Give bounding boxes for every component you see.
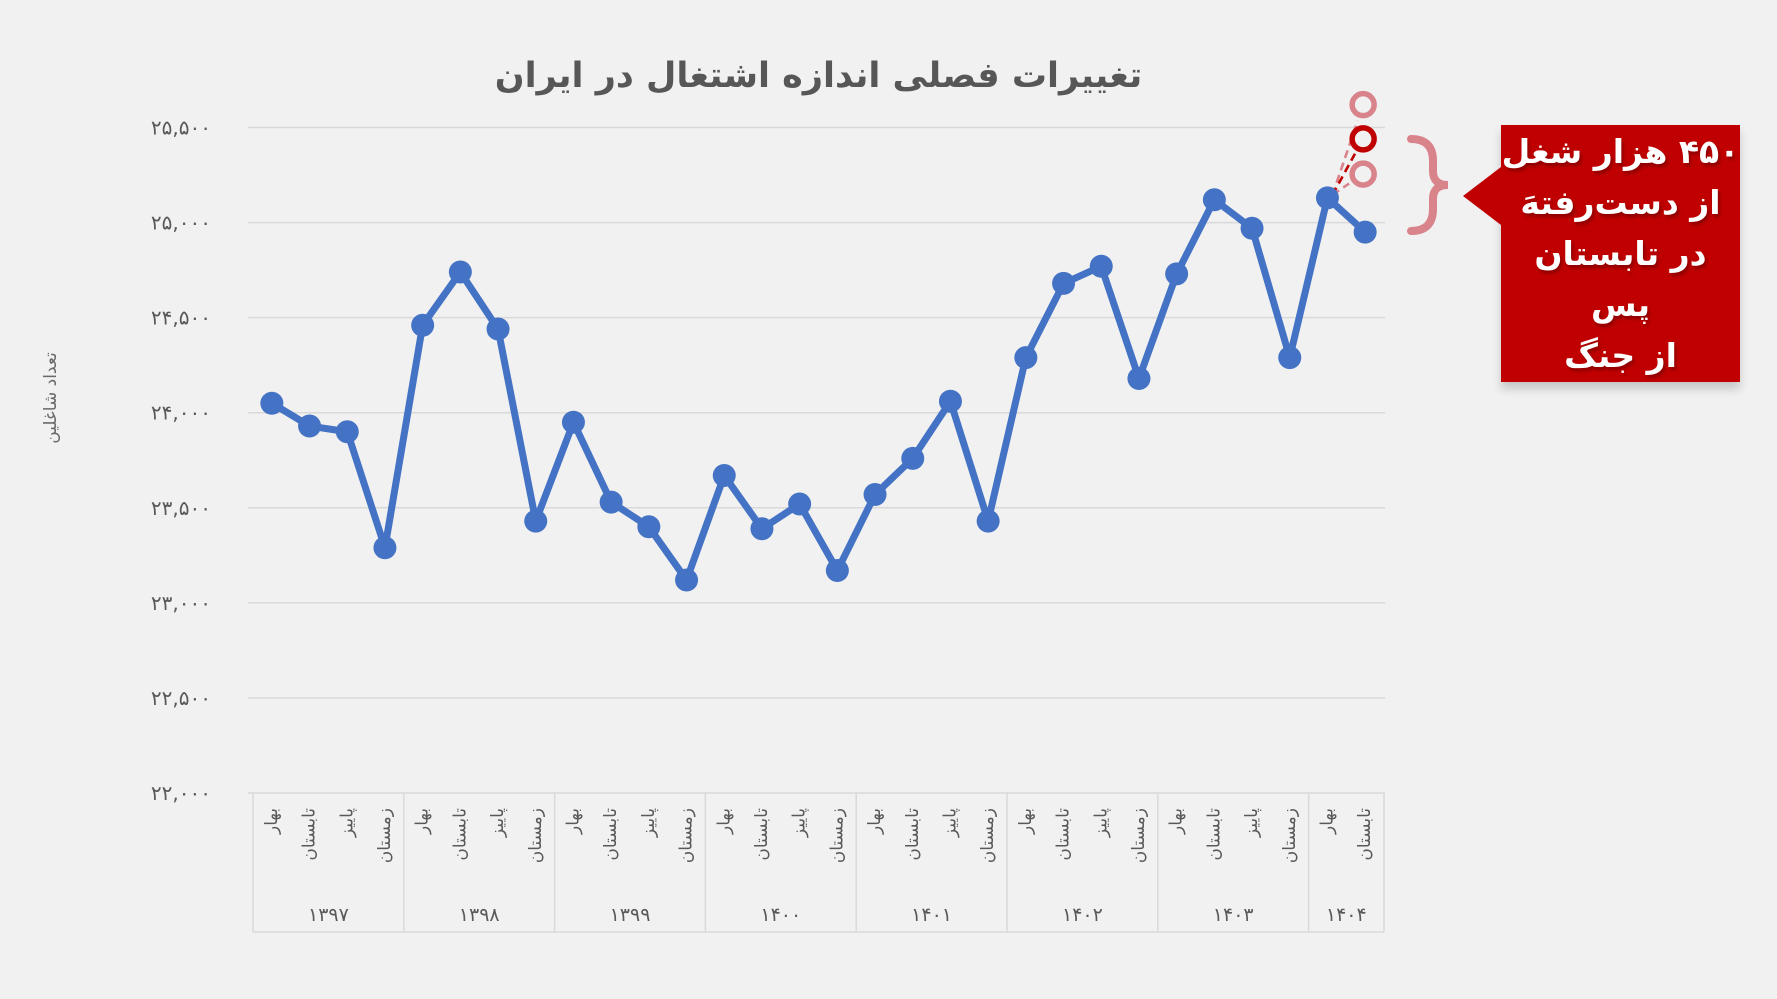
data-point-marker xyxy=(675,568,699,592)
callout-line-4: از جنگ xyxy=(1564,336,1677,376)
y-tick-label: ۲۵,۵۰۰ xyxy=(151,116,211,140)
data-point-marker xyxy=(976,509,1000,533)
x-tick-season-label: تابستان xyxy=(1355,808,1375,861)
callout-line-2: از دست‌رفتهَ xyxy=(1520,182,1721,222)
data-point-marker xyxy=(938,389,962,413)
data-point-marker xyxy=(750,517,774,541)
data-point-marker xyxy=(260,391,284,415)
y-tick-label: ۲۳,۰۰۰ xyxy=(151,591,211,615)
data-point-marker xyxy=(1089,254,1113,278)
data-point-marker xyxy=(1315,186,1339,210)
x-tick-season-label: پاییز xyxy=(337,808,357,838)
x-tick-season-label: زمستان xyxy=(526,808,546,863)
x-tick-season-label: تابستان xyxy=(450,808,470,861)
x-tick-season-label: زمستان xyxy=(375,808,395,863)
data-point-marker xyxy=(1202,188,1226,212)
data-point-marker xyxy=(1014,346,1038,370)
data-point-marker xyxy=(373,536,397,560)
x-tick-year-label: ۱۴۰۳ xyxy=(1213,904,1254,926)
data-point-marker xyxy=(524,509,548,533)
x-tick-season-label: بهار xyxy=(865,808,885,835)
projection-scenario-circle xyxy=(1349,90,1377,119)
data-point-marker xyxy=(1052,271,1076,295)
x-tick-season-label: زمستان xyxy=(1280,808,1300,863)
data-point-marker xyxy=(637,515,661,539)
x-tick-season-label: پاییز xyxy=(1091,808,1111,838)
projection-scenario-circle xyxy=(1349,160,1377,188)
data-point-marker xyxy=(599,490,623,514)
x-tick-year-label: ۱۳۹۷ xyxy=(308,904,349,926)
x-tick-season-label: پاییز xyxy=(639,808,659,838)
data-point-marker xyxy=(712,463,736,487)
x-tick-season-label: تابستان xyxy=(903,808,923,861)
projection-dashed-line xyxy=(1331,153,1357,196)
callout-box: ۴۵۰ هزار شغل از دست‌رفتهَ در تابستان پس … xyxy=(1463,125,1740,382)
y-tick-label: ۲۵,۰۰۰ xyxy=(151,211,211,235)
x-tick-season-label: بهار xyxy=(1016,808,1036,835)
x-tick-season-label: تابستان xyxy=(1054,808,1074,861)
data-point-marker xyxy=(448,260,472,284)
data-point-marker xyxy=(901,446,925,470)
x-tick-season-label: تابستان xyxy=(300,808,320,861)
data-point-marker xyxy=(298,414,322,438)
data-point-marker xyxy=(788,492,812,516)
x-tick-year-label: ۱۴۰۲ xyxy=(1062,904,1103,926)
y-tick-label: ۲۲,۵۰۰ xyxy=(151,686,211,710)
y-tick-label: ۲۲,۰۰۰ xyxy=(151,781,211,805)
data-point-marker xyxy=(411,313,435,337)
callout-arrow-left-icon xyxy=(1463,167,1501,225)
x-tick-year-label: ۱۴۰۱ xyxy=(911,904,952,926)
data-point-marker xyxy=(1165,262,1189,286)
data-point-marker xyxy=(863,482,887,506)
x-tick-season-label: پاییز xyxy=(940,808,960,838)
y-tick-label: ۲۴,۵۰۰ xyxy=(151,306,211,330)
data-point-marker xyxy=(1353,220,1377,244)
data-point-marker xyxy=(1278,346,1302,370)
x-tick-year-label: ۱۳۹۸ xyxy=(459,904,500,926)
x-tick-season-label: بهار xyxy=(1317,808,1337,835)
x-tick-season-label: پاییز xyxy=(1242,808,1262,838)
x-tick-year-label: ۱۴۰۰ xyxy=(760,904,801,926)
data-point-marker xyxy=(335,420,359,444)
x-tick-season-label: بهار xyxy=(714,808,734,835)
data-point-marker xyxy=(1127,366,1151,390)
x-tick-season-label: پاییز xyxy=(790,808,810,838)
y-tick-label: ۲۳,۵۰۰ xyxy=(151,496,211,520)
x-tick-season-label: بهار xyxy=(1167,808,1187,835)
x-tick-season-label: زمستان xyxy=(1129,808,1149,863)
x-tick-season-label: زمستان xyxy=(978,808,998,863)
projection-scenario-circle xyxy=(1349,125,1377,153)
x-tick-season-label: تابستان xyxy=(752,808,772,861)
x-tick-season-label: تابستان xyxy=(601,808,621,861)
callout-line-1: ۴۵۰ هزار شغل xyxy=(1501,131,1740,171)
x-tick-season-label: بهار xyxy=(262,808,282,835)
y-tick-label: ۲۴,۰۰۰ xyxy=(151,401,211,425)
x-tick-year-label: ۱۳۹۹ xyxy=(610,904,651,926)
x-tick-season-label: زمستان xyxy=(827,808,847,863)
data-point-marker xyxy=(486,317,510,341)
data-point-marker xyxy=(825,559,849,583)
x-tick-season-label: بهار xyxy=(413,808,433,835)
data-point-marker xyxy=(561,410,585,434)
x-tick-year-label: ۱۴۰۴ xyxy=(1326,904,1367,926)
x-tick-season-label: پاییز xyxy=(488,808,508,838)
employment-series-line xyxy=(268,194,1369,584)
callout-line-3: در تابستان پس xyxy=(1534,233,1707,325)
x-tick-season-label: تابستان xyxy=(1204,808,1224,861)
x-tick-season-label: بهار xyxy=(563,808,583,835)
data-point-marker xyxy=(1240,216,1264,240)
curly-brace-icon xyxy=(1407,135,1449,235)
x-tick-season-label: زمستان xyxy=(677,808,697,863)
chart-title: تغییرات فصلی اندازه اشتغال در ایران xyxy=(494,56,1143,96)
